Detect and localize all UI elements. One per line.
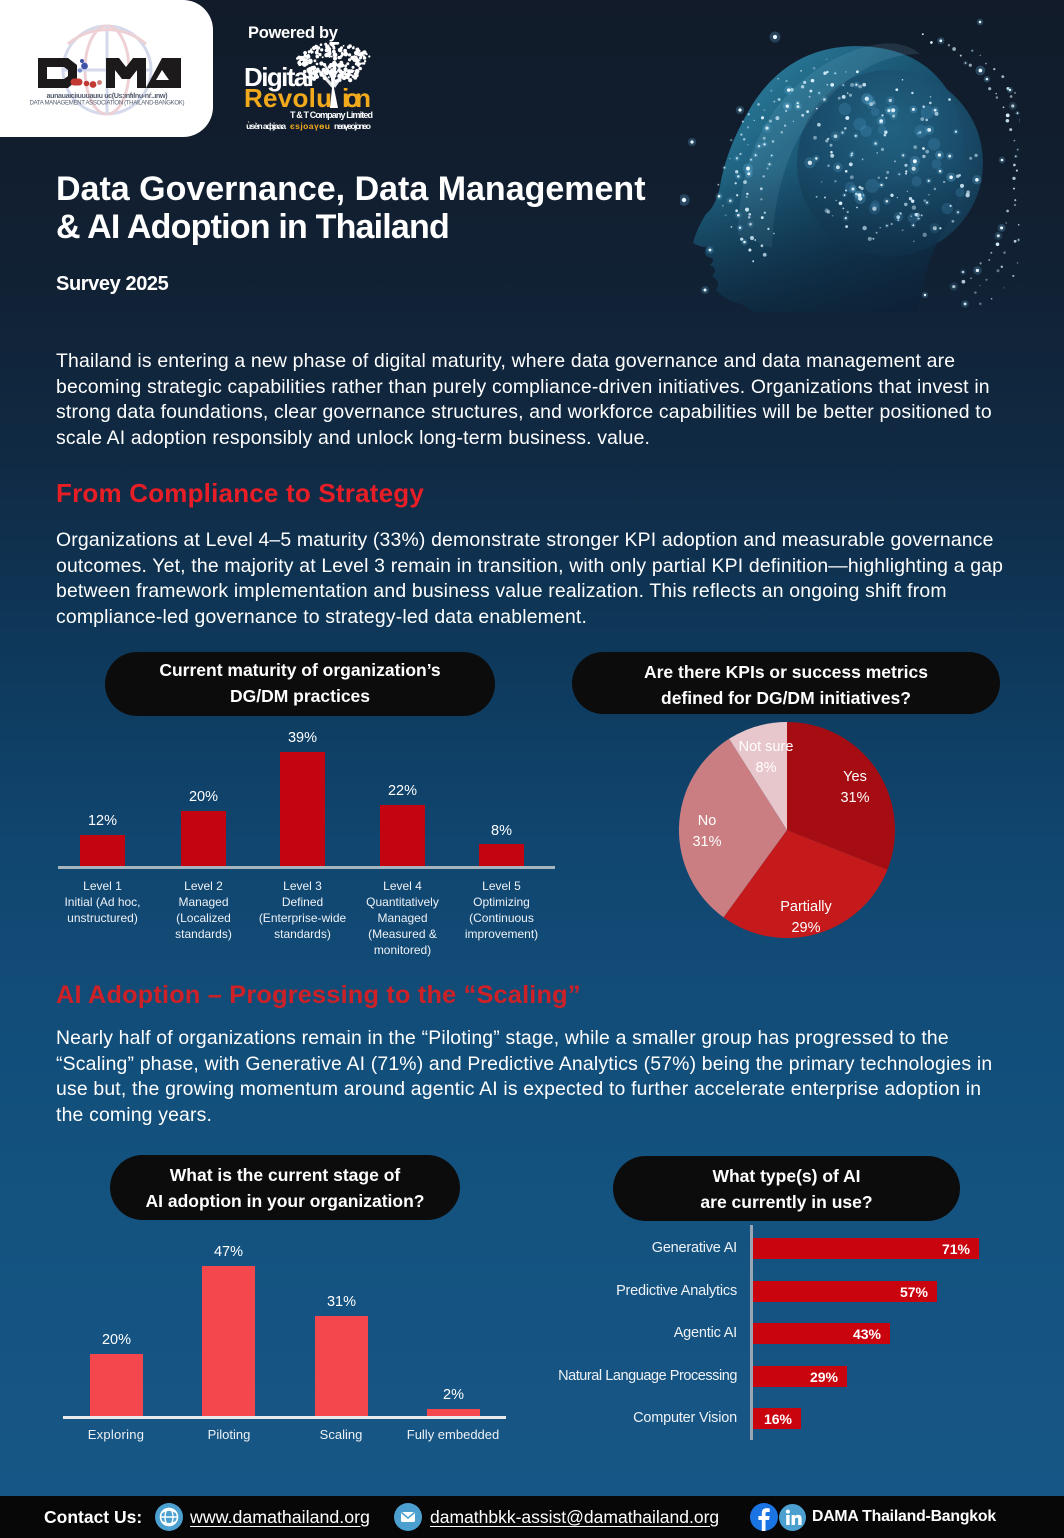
svg-text:29%: 29%: [791, 920, 820, 936]
svg-text:31%: 31%: [692, 834, 721, 850]
svg-text:No: No: [698, 813, 717, 829]
svg-text:aunauaıciıuuuauıu uc(Us:ınfıln: aunauaıciıuuuauıu uc(Us:ınfılnu-nŕ..ınw): [47, 91, 169, 100]
svg-text:єsјоaүөu: єsјоaүөu: [290, 121, 330, 131]
svg-text:31%: 31%: [840, 790, 869, 806]
svg-text:T & T Company Limited: T & T Company Limited: [290, 110, 373, 120]
svg-text:8%: 8%: [756, 760, 777, 776]
svg-text:DATA MANAGEMENT ASSOCIATION (T: DATA MANAGEMENT ASSOCIATION (THAILAND-BA…: [30, 100, 185, 107]
svg-text:Not sure: Not sure: [739, 739, 794, 755]
svg-text:u͐sѐn aфјaaa: u͐sѐn aфјaaa: [246, 120, 286, 131]
svg-text:Digital: Digital: [244, 62, 314, 92]
svg-text:Partially: Partially: [780, 899, 832, 915]
svg-text:Yes: Yes: [843, 769, 867, 785]
svg-text:nөaүөо јоnөо: nөaүөо јоnөо: [334, 121, 371, 131]
svg-text:Revolu: Revolu: [244, 83, 332, 113]
svg-text:ion: ion: [342, 83, 371, 113]
